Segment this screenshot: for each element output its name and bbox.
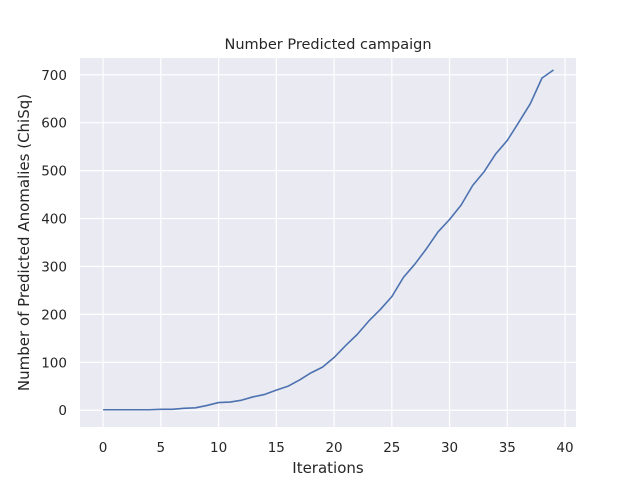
y-tick-label: 600 <box>41 116 67 132</box>
y-tick-label: 0 <box>58 403 67 419</box>
y-tick-label: 400 <box>41 212 67 228</box>
plot-area <box>80 58 576 427</box>
y-tick-label: 100 <box>41 355 67 371</box>
x-tick-label: 5 <box>157 440 166 456</box>
y-tick-label: 300 <box>41 259 67 275</box>
x-tick-label: 15 <box>268 440 285 456</box>
chart-title: Number Predicted campaign <box>224 37 431 53</box>
x-tick-label: 10 <box>210 440 227 456</box>
y-tick-label: 700 <box>41 68 67 84</box>
y-axis-label: Number of Predicted Anomalies (ChiSq) <box>15 94 33 391</box>
y-tick-label: 500 <box>41 164 67 180</box>
y-tick-label: 200 <box>41 307 67 323</box>
x-axis-label: Iterations <box>292 459 364 477</box>
x-tick-label: 0 <box>99 440 108 456</box>
x-tick-label: 40 <box>556 440 573 456</box>
x-tick-label: 35 <box>499 440 516 456</box>
y-tick-labels: 0 100 200 300 400 500 600 700 <box>41 68 67 419</box>
x-tick-label: 20 <box>325 440 342 456</box>
x-tick-label: 30 <box>441 440 458 456</box>
x-tick-label: 25 <box>383 440 400 456</box>
x-tick-labels: 0 5 10 15 20 25 30 35 40 <box>99 440 574 456</box>
grid-lines <box>80 58 576 427</box>
series-line <box>103 69 554 411</box>
